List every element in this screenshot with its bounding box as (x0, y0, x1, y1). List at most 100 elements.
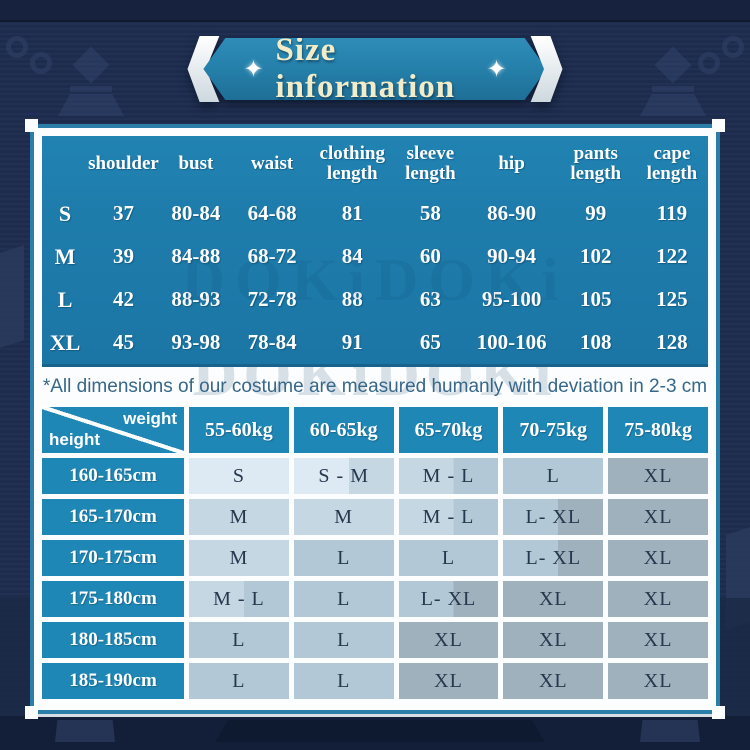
weight-column-header: 65-70kg (398, 407, 499, 453)
page-title: Size information (275, 32, 456, 105)
weight-column-header: 60-65kg (293, 407, 394, 453)
bottom-ornament (55, 720, 115, 742)
measurement-cell: 91 (341, 330, 363, 354)
measurement-cell: 86-90 (487, 201, 537, 225)
measurement-cell: 125 (656, 287, 688, 311)
measurement-cell: 80-84 (171, 201, 221, 225)
height-row-header: 175-180cm (42, 581, 184, 617)
size-recommendation-cell: L (189, 622, 289, 658)
size-recommendation-cell: L- XL (503, 540, 604, 576)
lamp-ornament-icon (640, 46, 706, 116)
height-axis-label: height (49, 430, 100, 449)
size-recommendation-cell: XL (398, 663, 499, 699)
size-recommendation-cell: M (293, 499, 394, 535)
corner-accent (712, 706, 725, 719)
size-recommendation-cell: XL (608, 499, 708, 535)
size-recommendation-cell: M - L (189, 581, 289, 617)
weight-column-header: 70-75kg (503, 407, 604, 453)
weight-height-corner-cell: weight height (42, 407, 184, 453)
corner-accent (25, 119, 38, 132)
measurement-cell: 81 (341, 201, 363, 225)
knot-ornament-icon (698, 52, 720, 74)
size-recommendation-cell: L (503, 458, 604, 494)
banner-body: ✦ Size information ✦ (203, 38, 546, 100)
weight-column-header: 75-80kg (608, 407, 708, 453)
size-chart-panel: DOKiDOKi DOKiDOKi shoulder bust waist cl… (25, 119, 725, 719)
sparkle-icon: ✦ (486, 56, 507, 83)
corner-accent (25, 706, 38, 719)
size-recommendation-cell: XL (608, 458, 708, 494)
column-header-waist: waist (250, 153, 294, 175)
height-row-header: 185-190cm (42, 663, 184, 699)
size-recommendation-cell: L (293, 581, 394, 617)
size-recommendation-cell: L- XL (503, 499, 604, 535)
size-recommendation-cell: L (189, 663, 289, 699)
measurement-cell: 100-106 (476, 330, 547, 354)
measurement-cell: 102 (580, 244, 612, 268)
measurement-cell: 90-94 (487, 244, 537, 268)
column-header-clothing-length: clothing length (319, 143, 385, 184)
edge-ornament (0, 245, 24, 350)
size-recommendation-cell: XL (608, 622, 708, 658)
sparkle-icon: ✦ (243, 56, 264, 83)
bottom-ornament (215, 720, 545, 742)
size-recommendation-cell: L (293, 622, 394, 658)
size-recommendation-cell: XL (608, 540, 708, 576)
column-header-hip: hip (498, 153, 525, 175)
lamp-ornament-icon (58, 46, 124, 116)
height-row-header: 165-170cm (42, 499, 184, 535)
measurement-cell: 84 (341, 244, 363, 268)
measurement-cell: 68-72 (247, 244, 297, 268)
height-row-header: 180-185cm (42, 622, 184, 658)
measurement-cell: 65 (419, 330, 441, 354)
knot-ornament-icon (30, 52, 52, 74)
size-row-label: L (57, 286, 73, 312)
measurement-cell: 37 (112, 201, 134, 225)
top-border-band (0, 0, 750, 22)
size-information-banner: ✦ Size information ✦ (187, 36, 563, 102)
measurement-cell: 88-93 (171, 287, 221, 311)
size-recommendation-cell: XL (398, 622, 499, 658)
knot-ornament-icon (722, 36, 744, 58)
size-recommendation-cell: M - L (398, 499, 499, 535)
measurement-cell: 39 (112, 244, 134, 268)
measurement-cell: 60 (419, 244, 441, 268)
size-row-label: M (54, 243, 76, 269)
knot-ornament-icon (6, 36, 28, 58)
size-recommendation-cell: XL (503, 663, 604, 699)
height-row-header: 170-175cm (42, 540, 184, 576)
size-recommendation-cell: M - L (398, 458, 499, 494)
size-recommendation-cell: L (293, 540, 394, 576)
measurement-cell: 84-88 (171, 244, 221, 268)
measurement-cell: 122 (656, 244, 688, 268)
size-recommendation-cell: XL (608, 581, 708, 617)
measurement-cell: 93-98 (171, 330, 221, 354)
measurement-cell: 88 (341, 287, 363, 311)
bottom-ornament (640, 720, 700, 742)
corner-accent (712, 119, 725, 132)
measurement-cell: 95-100 (481, 287, 542, 311)
size-recommendation-cell: S (189, 458, 289, 494)
fit-recommendation-table: weight height 55-60kg 60-65kg 65-70kg 70… (42, 407, 708, 699)
measurements-table: shoulder bust waist clothing length slee… (42, 136, 708, 367)
size-recommendation-cell: L (293, 663, 394, 699)
measurement-cell: 105 (580, 287, 612, 311)
size-recommendation-cell: L- XL (398, 581, 499, 617)
column-header-pants-length: pants length (570, 143, 622, 184)
measurement-cell: 42 (112, 287, 134, 311)
measurement-cell: 119 (656, 201, 688, 225)
column-header-cape-length: cape length (646, 143, 698, 184)
weight-column-header: 55-60kg (189, 407, 289, 453)
column-header-shoulder: shoulder (88, 153, 159, 175)
weight-axis-label: weight (123, 409, 177, 428)
measurement-cell: 45 (112, 330, 134, 354)
size-recommendation-cell: M (189, 540, 289, 576)
measurement-cell: 108 (580, 330, 612, 354)
size-row-label: S (58, 200, 72, 226)
measurement-cell: 58 (419, 201, 441, 225)
size-recommendation-cell: XL (503, 581, 604, 617)
size-row-label: XL (49, 329, 81, 355)
measurement-cell: 78-84 (247, 330, 297, 354)
measurement-cell: 64-68 (247, 201, 297, 225)
column-header-bust: bust (178, 153, 214, 175)
